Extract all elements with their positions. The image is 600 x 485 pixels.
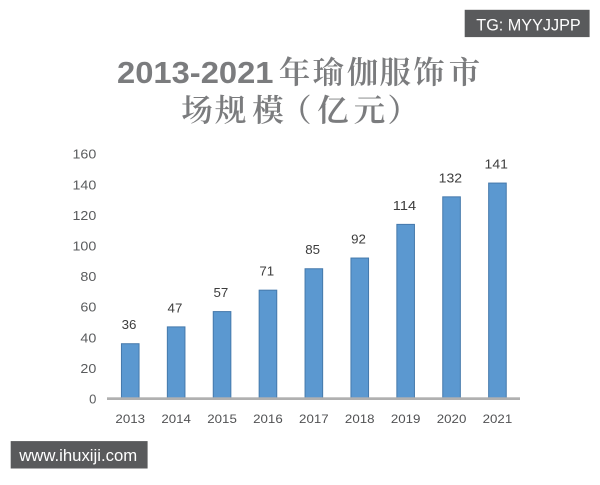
svg-text:40: 40 bbox=[80, 330, 96, 345]
svg-text:160: 160 bbox=[73, 147, 97, 162]
svg-text:71: 71 bbox=[259, 264, 274, 279]
svg-text:2014: 2014 bbox=[161, 412, 191, 426]
svg-text:47: 47 bbox=[168, 300, 183, 315]
svg-text:85: 85 bbox=[305, 242, 320, 257]
svg-text:www.ihuxiji.com: www.ihuxiji.com bbox=[18, 446, 137, 465]
svg-text:0: 0 bbox=[89, 392, 96, 407]
svg-text:140: 140 bbox=[73, 177, 97, 192]
svg-text:2020: 2020 bbox=[437, 412, 467, 426]
svg-text:57: 57 bbox=[213, 285, 228, 300]
svg-text:2017: 2017 bbox=[299, 412, 329, 426]
svg-text:2016: 2016 bbox=[253, 412, 283, 426]
svg-text:2015: 2015 bbox=[207, 412, 237, 426]
svg-text:2013: 2013 bbox=[115, 412, 145, 426]
svg-text:36: 36 bbox=[122, 317, 137, 332]
svg-text:2019: 2019 bbox=[391, 412, 421, 426]
svg-text:132: 132 bbox=[439, 170, 462, 185]
svg-text:100: 100 bbox=[73, 239, 97, 254]
svg-text:TG: MYYJJPP: TG: MYYJJPP bbox=[476, 15, 580, 34]
svg-text:2018: 2018 bbox=[345, 412, 375, 426]
svg-text:80: 80 bbox=[80, 269, 96, 284]
svg-text:2013-2021: 2013-2021 bbox=[117, 56, 274, 90]
svg-text:141: 141 bbox=[485, 157, 508, 172]
svg-text:60: 60 bbox=[80, 300, 96, 315]
svg-text:2021: 2021 bbox=[483, 412, 513, 426]
svg-text:114: 114 bbox=[393, 198, 416, 213]
svg-text:20: 20 bbox=[80, 361, 96, 376]
svg-text:92: 92 bbox=[351, 232, 366, 247]
svg-text:120: 120 bbox=[73, 208, 97, 223]
